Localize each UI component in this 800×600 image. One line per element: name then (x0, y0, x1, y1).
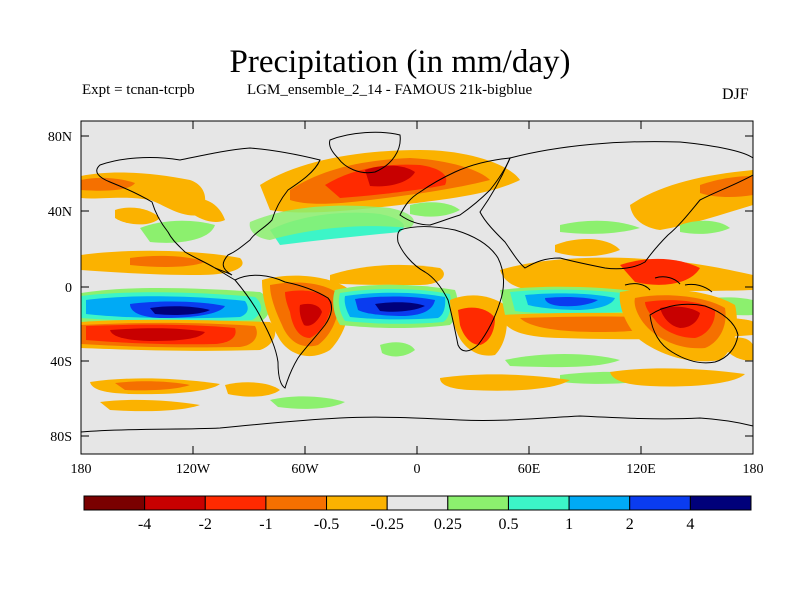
indonesia-coast (624, 276, 713, 293)
season-label: DJF (722, 86, 749, 103)
south-pacific-deep-red (110, 328, 205, 341)
x-tick-label: 180 (743, 462, 764, 477)
greenland-coast (329, 131, 401, 174)
europe-coast (399, 157, 511, 226)
x-tick-label: 0 (414, 462, 421, 477)
us-east-orange (190, 198, 225, 223)
anomaly-field (81, 150, 753, 412)
east-australia-orange (725, 337, 753, 361)
atlantic-green-band (249, 205, 414, 240)
east-pacific-navy (150, 306, 210, 315)
x-axis (192, 121, 642, 454)
colorbar-label: 0.5 (498, 516, 518, 533)
x-tick-label: 60E (518, 462, 541, 477)
colorbar-label: -0.25 (371, 516, 404, 533)
colorbar-swatch (507, 495, 570, 511)
pacific-green-patch (680, 220, 730, 234)
australia-coast (649, 303, 739, 364)
north-america-orange (115, 207, 160, 225)
x-tick-label: 180 (71, 462, 92, 477)
colorbar-swatch (144, 495, 206, 511)
southern-ocean-orange-3 (440, 374, 570, 391)
africa-red (458, 307, 495, 345)
colorbar: -4 -2 -1 -0.5 -0.25 0.25 0.5 1 2 4 (83, 495, 752, 533)
colorbar-label: -1 (259, 516, 272, 533)
europe-green (410, 202, 460, 217)
colorbar-swatch (568, 495, 631, 511)
north-pacific-dark-orange (81, 177, 135, 191)
south-america-deep-red (299, 303, 322, 326)
north-america-coast (96, 147, 321, 276)
y-tick-label: 80S (50, 430, 72, 445)
x-tick-label: 120W (176, 462, 211, 477)
colorbar-label: 1 (565, 516, 573, 533)
south-atlantic-green (380, 342, 415, 357)
asia-orange-patch (555, 238, 620, 257)
colorbar-swatch (204, 495, 267, 511)
x-tick-label: 120E (626, 462, 656, 477)
colorbar-swatch (386, 495, 449, 511)
colorbar-swatch (447, 495, 509, 511)
y-tick-label: 40S (50, 355, 72, 370)
indian-ocean-blue (545, 296, 598, 307)
y-tick-label: 40N (48, 205, 72, 220)
colorbar-label: 2 (626, 516, 634, 533)
asia-coast (479, 141, 753, 270)
south-america-coast (234, 274, 333, 389)
atlantic-navy (375, 302, 425, 312)
experiment-label: Expt = tcnan-tcrpb (82, 82, 195, 98)
atlantic-itcz-orange (330, 264, 444, 285)
indonesia-red (620, 258, 700, 285)
coastlines (81, 131, 753, 433)
southern-ocean-orange-5 (100, 399, 200, 412)
southern-ocean-orange-2 (225, 382, 280, 397)
asia-green-patch (560, 220, 640, 234)
north-america-green (140, 220, 215, 243)
central-america-coast (214, 267, 236, 281)
southern-ocean-dark-orange-1 (115, 381, 190, 391)
colorbar-label: -0.5 (314, 516, 339, 533)
africa-coast (397, 226, 504, 352)
southern-ocean-green-1 (270, 396, 345, 409)
colorbar-swatch (326, 495, 388, 511)
colorbar-label: -4 (138, 516, 151, 533)
colorbar-label: 0.25 (434, 516, 462, 533)
colorbar-swatch (265, 495, 328, 511)
colorbar-swatch (689, 495, 752, 511)
central-america-orange (130, 255, 205, 267)
australia-deep-red (660, 306, 700, 328)
colorbar-swatch (629, 495, 691, 511)
south-indian-green (505, 354, 620, 368)
antarctica-coast (81, 415, 753, 433)
y-tick-label: 80N (48, 130, 72, 145)
southern-ocean-orange-4 (610, 368, 745, 387)
colorbar-label: 4 (686, 516, 694, 533)
ensemble-label: LGM_ensemble_2_14 - FAMOUS 21k-bigblue (247, 82, 533, 98)
x-tick-label: 60W (291, 462, 319, 477)
colorbar-swatch (83, 495, 146, 511)
y-axis (81, 135, 753, 437)
y-tick-label: 0 (65, 281, 72, 296)
page-title: Precipitation (in mm/day) (229, 44, 571, 80)
colorbar-label: -2 (199, 516, 212, 533)
